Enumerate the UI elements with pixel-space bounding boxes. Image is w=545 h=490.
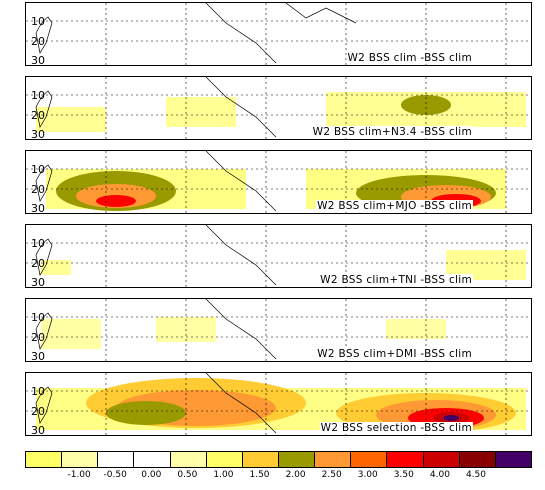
colorbar-pad xyxy=(25,470,61,480)
lat-label: 30 xyxy=(31,128,45,140)
lat-label: 30 xyxy=(31,54,45,66)
map-canvas xyxy=(26,3,531,65)
colorbar-label: 0.50 xyxy=(177,470,198,480)
colorbar-swatch xyxy=(98,452,135,467)
lat-label: 10 xyxy=(31,15,45,28)
map-panel-2: 10 20 30 W2 BSS clim+N3.4 -BSS clim xyxy=(25,76,532,140)
panel-title: W2 BSS clim+MJO -BSS clim xyxy=(316,200,473,212)
colorbar-label: 1.00 xyxy=(213,470,234,480)
lat-label: 20 xyxy=(31,331,45,344)
panel-title: W2 BSS selection -BSS clim xyxy=(319,422,473,434)
lat-label: 10 xyxy=(31,163,45,176)
colorbar-label: -0.50 xyxy=(103,470,127,480)
colorbar-label: 1.50 xyxy=(249,470,270,480)
colorbar-label: 4.00 xyxy=(429,470,450,480)
lat-label: 20 xyxy=(31,257,45,270)
colorbar-pad xyxy=(494,470,530,480)
colorbar-swatch xyxy=(242,452,279,467)
colorbar-label: 3.50 xyxy=(393,470,414,480)
map-panel-3: 10 20 30 W2 BSS clim+MJO -BSS clim xyxy=(25,150,532,214)
lat-label: 30 xyxy=(31,276,45,288)
colorbar-swatch xyxy=(315,452,352,467)
map-panel-4: 10 20 30 W2 BSS clim+TNI -BSS clim xyxy=(25,224,532,288)
lat-label: 20 xyxy=(31,35,45,48)
colorbar-swatch xyxy=(495,452,531,467)
lat-label: 10 xyxy=(31,237,45,250)
map-panel-1: 10 20 30 W2 BSS clim -BSS clim xyxy=(25,2,532,66)
colorbar-swatch xyxy=(351,452,388,467)
colorbar xyxy=(25,451,532,468)
map-canvas xyxy=(26,77,531,139)
lat-label: 10 xyxy=(31,385,45,398)
lat-label: 20 xyxy=(31,109,45,122)
lat-label: 10 xyxy=(31,89,45,102)
lat-label: 30 xyxy=(31,202,45,214)
colorbar-swatch xyxy=(62,452,99,467)
panel-title: W2 BSS clim+DMI -BSS clim xyxy=(316,348,473,360)
colorbar-swatch xyxy=(26,452,63,467)
colorbar-labels: -1.00 -0.50 0.00 0.50 1.00 1.50 2.00 2.50 3.00 3.… xyxy=(25,470,530,480)
colorbar-label: 2.50 xyxy=(321,470,342,480)
panel-title: W2 BSS clim+N3.4 -BSS clim xyxy=(311,126,473,138)
lat-label: 20 xyxy=(31,183,45,196)
panel-title: W2 BSS clim -BSS clim xyxy=(346,52,473,64)
colorbar-swatch xyxy=(278,452,316,467)
map-canvas xyxy=(26,151,531,213)
lat-label: 20 xyxy=(31,405,45,418)
colorbar-label: 2.00 xyxy=(285,470,306,480)
colorbar-label: 0.00 xyxy=(141,470,162,480)
colorbar-label: -1.00 xyxy=(67,470,91,480)
lat-label: 30 xyxy=(31,424,45,436)
map-panel-6: 10 20 30 W2 BSS selection -BSS clim xyxy=(25,372,532,436)
colorbar-label: 3.00 xyxy=(357,470,378,480)
map-canvas xyxy=(26,299,531,361)
colorbar-swatch xyxy=(387,452,424,467)
lat-label: 10 xyxy=(31,311,45,324)
colorbar-swatch xyxy=(170,452,207,467)
lat-label: 30 xyxy=(31,350,45,362)
colorbar-label: 4.50 xyxy=(465,470,486,480)
map-panel-5: 10 20 30 W2 BSS clim+DMI -BSS clim xyxy=(25,298,532,362)
colorbar-swatch xyxy=(206,452,243,467)
colorbar-swatch xyxy=(423,452,460,467)
colorbar-swatch xyxy=(134,452,171,467)
colorbar-swatch xyxy=(459,452,496,467)
panel-title: W2 BSS clim+TNI -BSS clim xyxy=(319,274,473,286)
